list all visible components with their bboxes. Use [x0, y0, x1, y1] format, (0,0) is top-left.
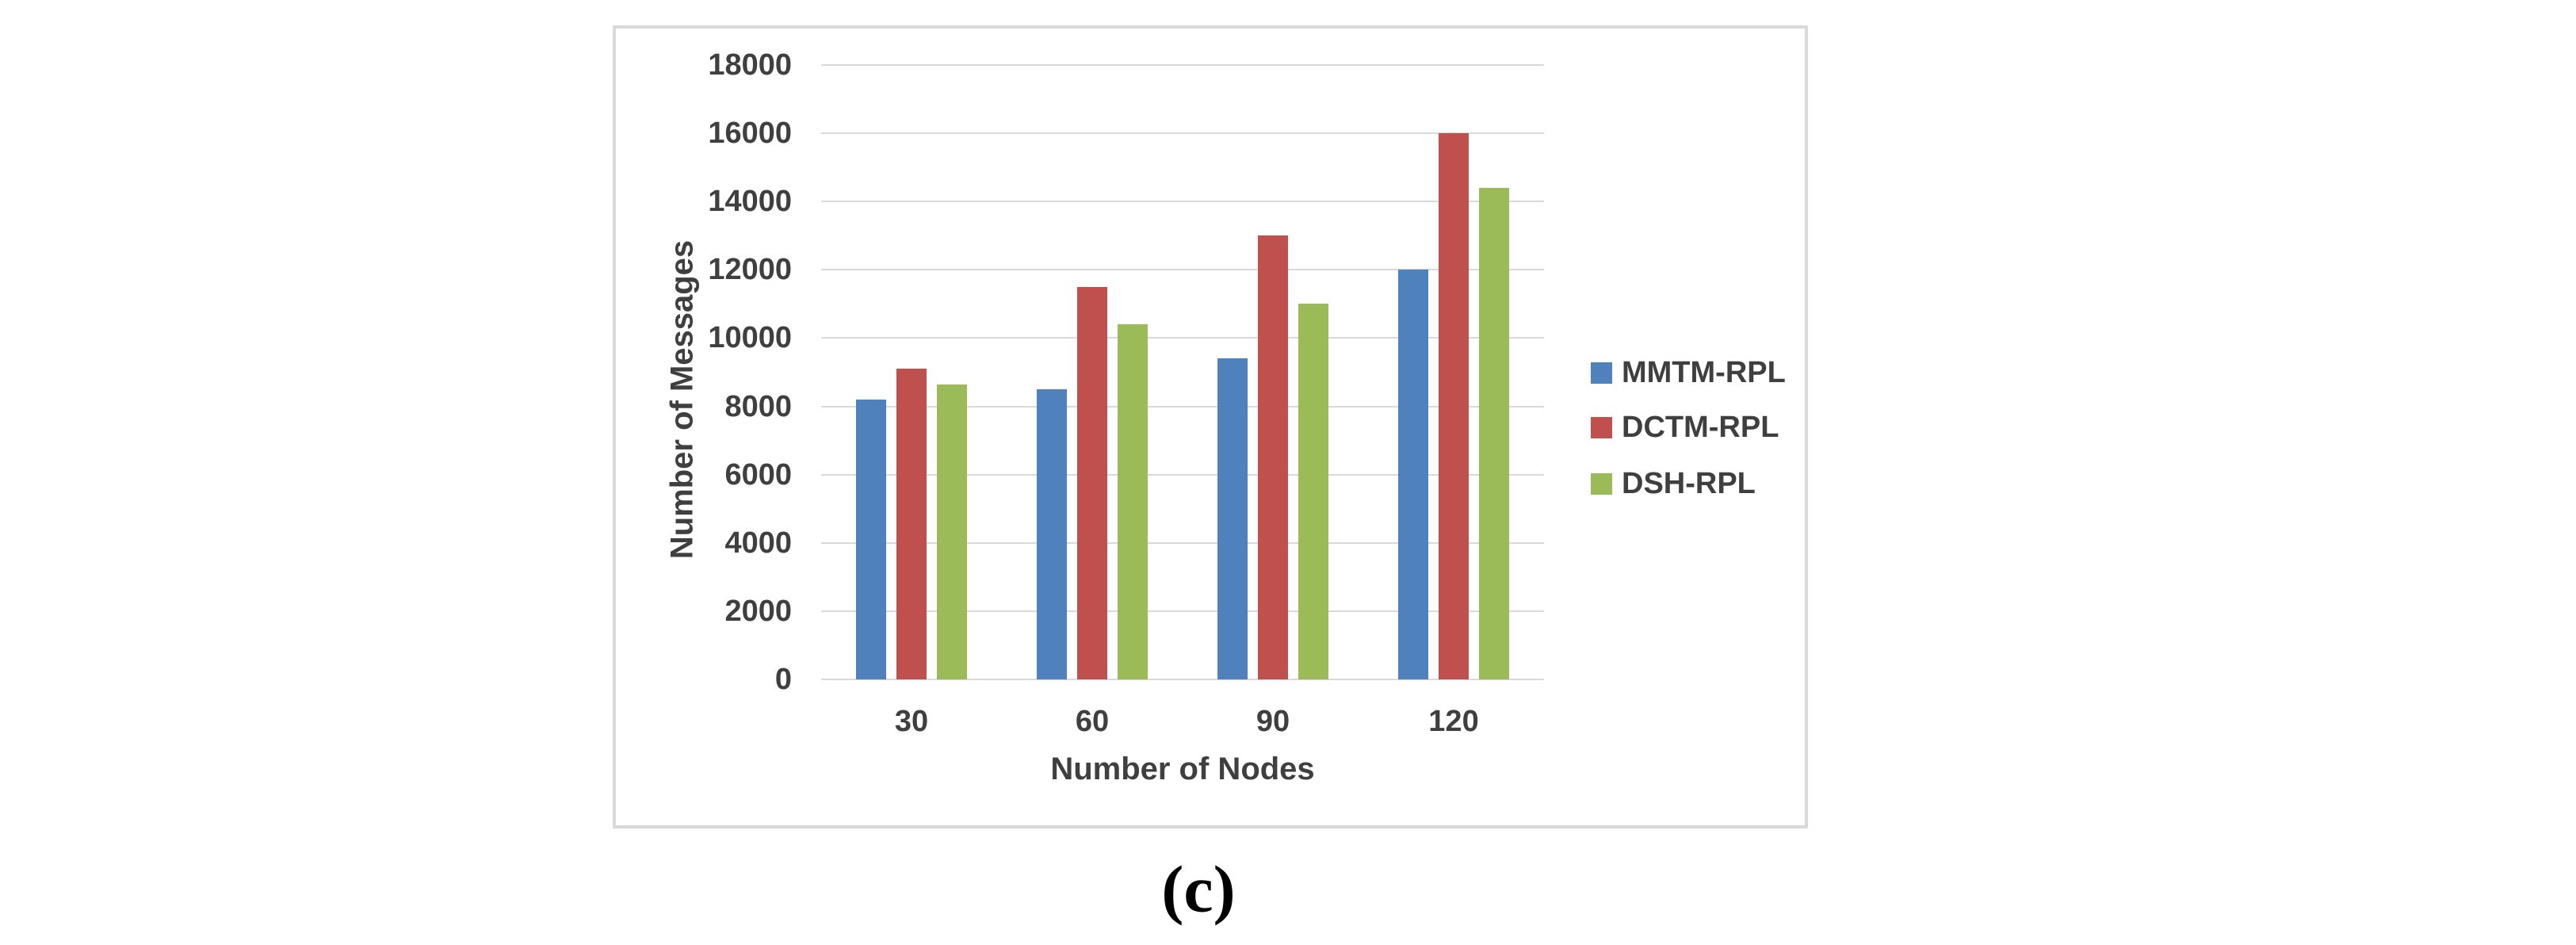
chart-frame: Number of Messages 0 2000 4000 6000 8000 1000… — [613, 25, 1808, 828]
legend-swatch-icon — [1591, 472, 1612, 495]
gridline-12000 — [821, 269, 1544, 271]
gridline-4000 — [821, 541, 1544, 544]
bar-MMTM-RPL-90 — [1217, 358, 1248, 679]
bar-DSH-RPL-90 — [1298, 304, 1328, 679]
gridline-0 — [821, 679, 1544, 680]
legend-swatch-icon — [1591, 416, 1612, 438]
y-tick-label-16000: 16000 — [708, 117, 792, 151]
x-tick-label-30: 30 — [894, 705, 929, 738]
plot-area — [821, 64, 1544, 680]
bar-DSH-RPL-60 — [1118, 324, 1148, 679]
bar-DCTM-RPL-30 — [896, 369, 927, 679]
gridline-6000 — [821, 473, 1544, 476]
y-tick-label-6000: 6000 — [724, 457, 792, 492]
x-tick-label-60: 60 — [1075, 705, 1110, 738]
y-tick-label-2000: 2000 — [724, 594, 792, 628]
y-tick-label-18000: 18000 — [708, 48, 792, 82]
gridline-8000 — [821, 405, 1544, 407]
bar-DCTM-RPL-120 — [1439, 133, 1469, 679]
y-tick-label-8000: 8000 — [724, 389, 792, 423]
legend-item-DSH-RPL: DSH-RPL — [1591, 466, 1756, 501]
gridline-18000 — [821, 64, 1544, 66]
y-tick-label-4000: 4000 — [724, 526, 792, 560]
legend-label: DSH-RPL — [1622, 466, 1756, 500]
bar-MMTM-RPL-120 — [1398, 270, 1428, 679]
bar-MMTM-RPL-30 — [856, 400, 886, 679]
legend-item-MMTM-RPL: MMTM-RPL — [1591, 355, 1786, 390]
bar-DCTM-RPL-60 — [1077, 287, 1107, 679]
bar-MMTM-RPL-60 — [1037, 389, 1067, 679]
x-axis-title: Number of Nodes — [1050, 752, 1315, 786]
legend-item-DCTM-RPL: DCTM-RPL — [1591, 410, 1779, 445]
bar-DSH-RPL-30 — [937, 385, 967, 679]
gridline-2000 — [821, 610, 1544, 612]
figure-caption: (c) — [1161, 852, 1236, 927]
legend-label: MMTM-RPL — [1622, 355, 1786, 389]
y-tick-label-12000: 12000 — [708, 253, 792, 287]
gridline-14000 — [821, 201, 1544, 203]
x-tick-label-90: 90 — [1256, 705, 1290, 738]
y-tick-label-14000: 14000 — [708, 185, 792, 219]
x-tick-label-120: 120 — [1428, 705, 1479, 738]
gridline-10000 — [821, 337, 1544, 339]
bar-DSH-RPL-120 — [1479, 188, 1509, 679]
legend-label: DCTM-RPL — [1622, 410, 1779, 444]
gridline-16000 — [821, 132, 1544, 135]
bar-DCTM-RPL-90 — [1258, 235, 1288, 679]
y-tick-label-0: 0 — [774, 663, 792, 696]
y-tick-label-10000: 10000 — [708, 321, 792, 355]
legend-swatch-icon — [1591, 362, 1612, 384]
